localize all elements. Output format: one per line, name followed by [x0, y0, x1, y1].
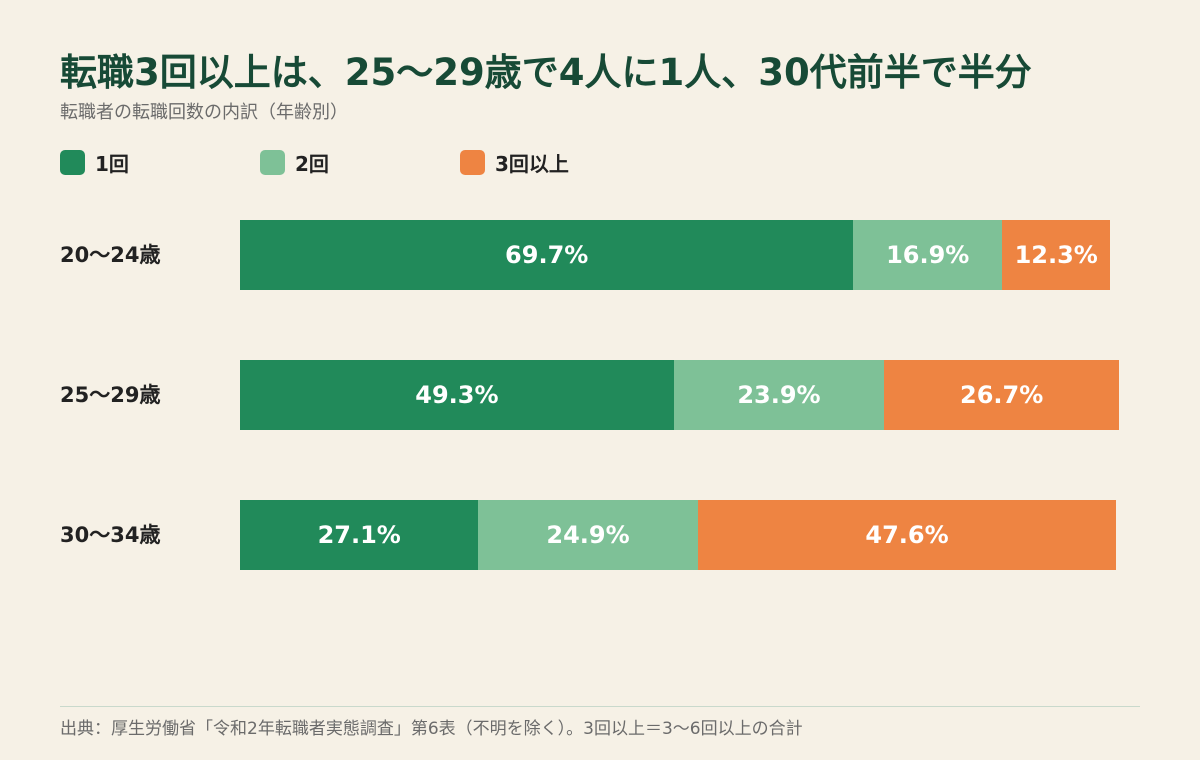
data-label-2-1: 49.3% [415, 381, 499, 409]
row-label-2: 25〜29歳 [60, 383, 161, 407]
row-label-1: 20〜24歳 [60, 243, 161, 267]
data-label-2-2: 23.9% [737, 381, 821, 409]
source-note: 出典：厚生労働省「令和2年転職者実態調査」第6表（不明を除く）。3回以上＝3〜6… [60, 719, 803, 739]
footer-divider [60, 706, 1140, 707]
legend-item-3: 3回以上 [460, 148, 569, 176]
bar-segment-3-3: 47.6% [697, 500, 1117, 570]
bar-segment-3-1: 27.1% [240, 500, 479, 570]
bar-row-1: 69.7% 16.9% 12.3% [240, 220, 1120, 290]
bar-segment-1-3: 12.3% [1002, 220, 1111, 290]
data-label-1-1: 69.7% [505, 241, 589, 269]
legend-swatch-2 [260, 149, 285, 175]
legend-label-2: 2回 [295, 151, 329, 176]
chart-subtitle: 転職者の転職回数の内訳（年齢別） [60, 102, 348, 123]
bar-segment-1-1: 69.7% [240, 220, 854, 290]
legend-swatch-1 [60, 149, 85, 175]
bar-segment-2-1: 49.3% [240, 360, 674, 430]
legend-item-1: 1回 [60, 148, 129, 176]
bar-segment-2-2: 23.9% [673, 360, 885, 430]
bar-row-3: 27.1% 24.9% 47.6% [240, 500, 1120, 570]
bar-segment-3-2: 24.9% [478, 500, 698, 570]
data-label-3-2: 24.9% [546, 521, 630, 549]
data-label-1-3: 12.3% [1014, 241, 1098, 269]
bar-row-2: 49.3% 23.9% 26.7% [240, 360, 1120, 430]
legend-swatch-3 [460, 149, 485, 175]
legend-item-2: 2回 [260, 148, 329, 176]
data-label-1-2: 16.9% [886, 241, 970, 269]
bar-segment-2-3: 26.7% [884, 360, 1120, 430]
legend: 1回 2回 3回以上 [60, 148, 760, 176]
legend-label-3: 3回以上 [495, 151, 569, 176]
legend-label-1: 1回 [95, 151, 129, 176]
chart-title: 転職3回以上は、25〜29歳で4人に1人、30代前半で半分 [60, 51, 1032, 94]
data-label-2-3: 26.7% [960, 381, 1044, 409]
bar-segment-1-2: 16.9% [853, 220, 1003, 290]
row-label-3: 30〜34歳 [60, 523, 161, 547]
data-label-3-3: 47.6% [865, 521, 949, 549]
data-label-3-1: 27.1% [317, 521, 401, 549]
